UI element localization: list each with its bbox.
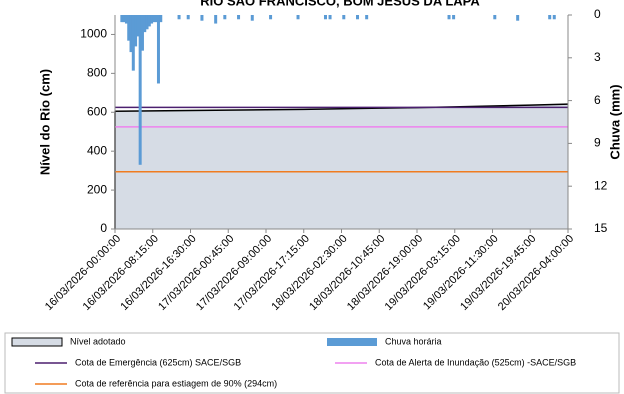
chart-title: RIO SÃO FRANCISCO, BOM JESUS DA LAPA: [200, 0, 480, 8]
rain-bar: [342, 15, 346, 20]
legend-label: Cota de referência para estiagem de 90% …: [75, 378, 277, 388]
rain-bar: [296, 15, 300, 20]
rain-bar: [127, 15, 131, 41]
rain-bar: [223, 15, 227, 20]
rain-bar: [154, 15, 158, 23]
level-area: [115, 104, 568, 229]
legend-swatch: [327, 338, 377, 346]
y2-tick-label: 0: [594, 7, 601, 21]
y-tick-label: 400: [87, 143, 107, 157]
rain-bar: [552, 15, 556, 20]
level-line: [114, 103, 569, 113]
rain-bar: [447, 15, 451, 20]
rain-bar: [186, 15, 190, 20]
rain-bar: [452, 15, 456, 20]
y2-tick-label: 3: [594, 50, 601, 64]
rain-bar: [152, 15, 156, 23]
rain-bar: [177, 15, 181, 20]
y2-tick-label: 6: [594, 93, 601, 107]
y-tick-label: 200: [87, 182, 107, 196]
rain-bar: [159, 15, 163, 23]
rain-bar: [145, 15, 149, 30]
legend-label: Cota de Alerta de Inundação (525cm) -SAC…: [375, 357, 576, 367]
legend-label: Chuva horária: [385, 336, 442, 346]
rain-bar: [214, 15, 218, 24]
y2-axis-label: Chuva (mm): [607, 84, 622, 159]
rain-bar: [365, 15, 369, 20]
rain-bar: [548, 15, 552, 20]
rain-bar: [156, 15, 160, 84]
rain-bar: [150, 15, 154, 24]
rain-bar: [323, 15, 327, 20]
rain-bar: [120, 15, 124, 23]
legend-box: [4, 332, 620, 394]
rain-bar: [356, 15, 360, 20]
y-tick-label: 1000: [80, 27, 107, 41]
rain-bar: [237, 15, 241, 20]
rain-bar: [516, 15, 520, 21]
rain-bar: [143, 15, 147, 33]
rain-bar: [134, 15, 138, 47]
y-tick-label: 600: [87, 104, 107, 118]
rain-bar: [129, 15, 133, 53]
legend-label: Nível adotado: [70, 336, 126, 346]
rain-bar: [136, 15, 140, 37]
legend-label: Cota de Emergência (625cm) SACE/SGB: [75, 357, 241, 367]
rain-bar: [138, 15, 142, 165]
rain-bar: [124, 15, 128, 24]
x-tick-label: 20/03/2026-04:00:00: [496, 233, 576, 313]
y2-tick-label: 9: [594, 136, 601, 150]
rain-bar: [269, 15, 273, 20]
y-tick-label: 0: [100, 221, 107, 235]
legend-swatch: [11, 337, 63, 347]
y-tick-label: 800: [87, 66, 107, 80]
rain-bar: [328, 15, 332, 20]
y2-tick-label: 15: [594, 221, 608, 235]
rain-bar: [147, 15, 151, 27]
rain-bar: [140, 15, 144, 51]
rain-bar: [131, 15, 135, 71]
rain-bar: [122, 15, 126, 23]
rain-bar: [250, 15, 254, 21]
rain-bar: [200, 15, 204, 21]
y-axis-label: Nível do Rio (cm): [37, 69, 52, 175]
y2-tick-label: 12: [594, 178, 608, 192]
rain-bar: [493, 15, 497, 20]
